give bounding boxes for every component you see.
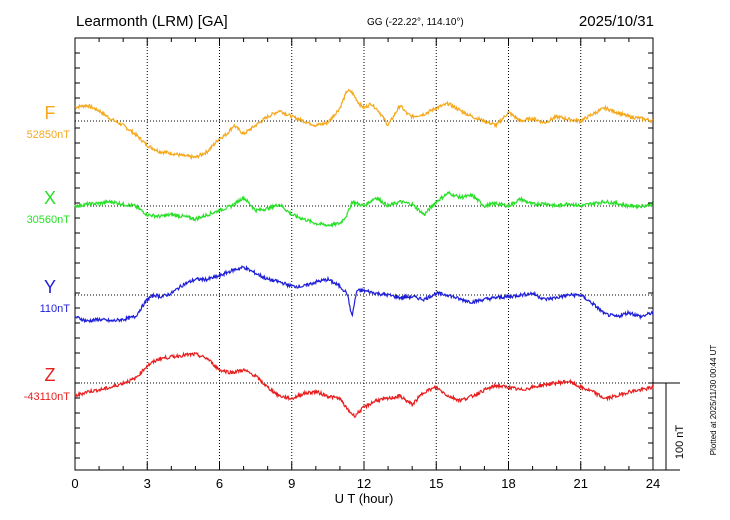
x-tick-label: 9 [288, 476, 295, 491]
series-baseline-z: -43110nT [24, 391, 71, 403]
baselines [75, 120, 653, 384]
plotted-at-note: Plotted at 2025/11/30 00:44 UT [709, 345, 718, 456]
x-tick-label: 12 [357, 476, 371, 491]
series-baseline-x: 30560nT [27, 214, 71, 226]
coordinates-label: GG (-22.22°, 114.10°) [367, 17, 464, 28]
series-name-y: Y [44, 277, 56, 297]
series-line-x [74, 190, 654, 228]
series-line-z [74, 351, 654, 418]
x-axis: 0 3 6 9 12 15 18 21 24 [71, 38, 660, 491]
x-tick-label: 24 [646, 476, 660, 491]
series-baseline-y: 110nT [40, 303, 71, 315]
scale-bar-label: 100 nT [674, 425, 686, 460]
series-name-f: F [45, 103, 56, 123]
series-name-x: X [44, 188, 56, 208]
scale-bar: 100 nT [653, 382, 686, 471]
x-tick-label: 15 [429, 476, 443, 491]
series-baseline-f: 52850nT [27, 129, 71, 141]
x-tick-label: 21 [574, 476, 588, 491]
series-line-f [74, 88, 654, 161]
x-tick-label: 18 [501, 476, 515, 491]
series-labels: F 52850nT X 30560nT Y 110nT Z -43110nT [24, 103, 71, 403]
grid [146, 38, 582, 470]
series-lines [74, 88, 654, 418]
x-tick-label: 3 [144, 476, 151, 491]
series-line-y [74, 264, 654, 324]
series-name-z: Z [45, 365, 56, 385]
x-tick-label: 6 [216, 476, 223, 491]
station-title: Learmonth (LRM) [GA] [76, 13, 228, 30]
x-tick-label: 0 [71, 476, 78, 491]
date-label: 2025/10/31 [579, 13, 654, 30]
x-axis-label: U T (hour) [335, 491, 394, 506]
